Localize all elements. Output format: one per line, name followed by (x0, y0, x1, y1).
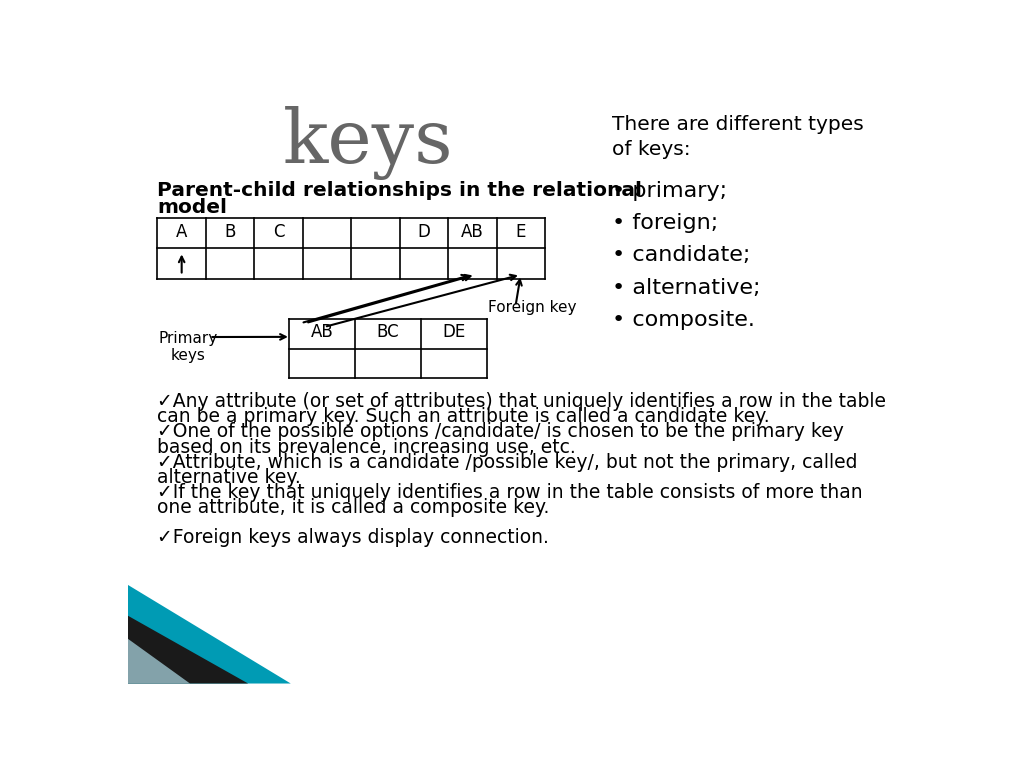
Text: keys: keys (283, 106, 454, 180)
Polygon shape (128, 585, 291, 684)
Polygon shape (128, 639, 190, 684)
Text: • foreign;: • foreign; (612, 213, 719, 233)
Polygon shape (128, 616, 248, 684)
Text: ✓Attribute, which is a candidate /possible key/, but not the primary, called: ✓Attribute, which is a candidate /possib… (158, 452, 858, 472)
Text: Primary
keys: Primary keys (159, 331, 218, 363)
Text: Parent-child relationships in the relational: Parent-child relationships in the relati… (158, 180, 642, 200)
Text: can be a primary key. Such an attribute is called a candidate key.: can be a primary key. Such an attribute … (158, 408, 770, 426)
Text: • primary;: • primary; (612, 180, 727, 200)
Text: ✓One of the possible options /candidate/ is chosen to be the primary key: ✓One of the possible options /candidate/… (158, 422, 845, 442)
Text: BC: BC (377, 323, 399, 342)
Text: ✓Foreign keys always display connection.: ✓Foreign keys always display connection. (158, 528, 549, 547)
Text: AB: AB (461, 223, 483, 240)
Text: ✓Any attribute (or set of attributes) that uniquely identifies a row in the tabl: ✓Any attribute (or set of attributes) th… (158, 392, 887, 412)
Text: ✓If the key that uniquely identifies a row in the table consists of more than: ✓If the key that uniquely identifies a r… (158, 482, 863, 502)
Text: DE: DE (442, 323, 466, 342)
Text: based on its prevalence, increasing use, etc.: based on its prevalence, increasing use,… (158, 438, 577, 456)
Text: C: C (272, 223, 285, 240)
Text: E: E (515, 223, 526, 240)
Text: A: A (176, 223, 187, 240)
Text: • composite.: • composite. (612, 310, 756, 330)
Text: There are different types
of keys:: There are different types of keys: (612, 115, 864, 159)
Text: Foreign key: Foreign key (488, 300, 577, 315)
Text: D: D (418, 223, 430, 240)
Text: • candidate;: • candidate; (612, 246, 751, 266)
Text: one attribute, it is called a composite key.: one attribute, it is called a composite … (158, 498, 550, 517)
Text: model: model (158, 197, 227, 217)
Text: alternative key.: alternative key. (158, 468, 301, 487)
Text: B: B (224, 223, 236, 240)
Text: • alternative;: • alternative; (612, 278, 761, 298)
Text: AB: AB (310, 323, 334, 342)
